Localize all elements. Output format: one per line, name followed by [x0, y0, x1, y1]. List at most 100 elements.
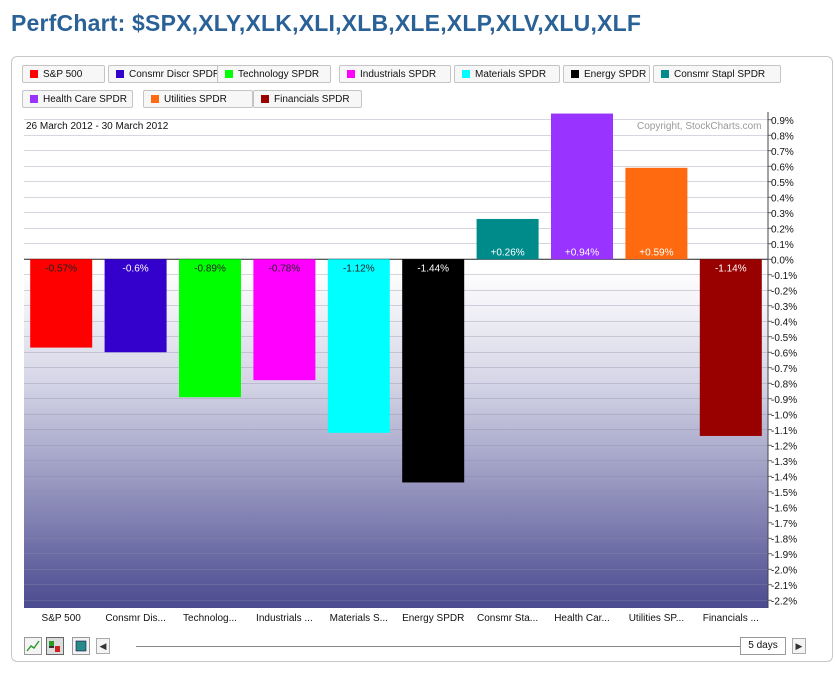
x-tick-label: Industrials ... [256, 613, 313, 624]
y-tick-label: -1.9% [771, 550, 797, 561]
legend-item[interactable]: Materials SPDR [454, 65, 560, 83]
y-tick-label: -1.7% [771, 519, 797, 530]
chart-controls: ◀ 5 days ▶ [24, 637, 814, 657]
histogram-icon[interactable] [72, 637, 90, 655]
legend-item[interactable]: Consmr Stapl SPDR [653, 65, 781, 83]
bar-value-label: -1.14% [715, 263, 747, 274]
x-tick-label: Health Car... [554, 613, 610, 624]
bar [30, 259, 93, 348]
bar [179, 259, 241, 398]
legend-swatch [30, 95, 38, 103]
y-tick-label: -0.3% [771, 302, 797, 313]
y-tick-label: -0.2% [771, 286, 797, 297]
y-tick-label: -1.5% [771, 488, 797, 499]
x-tick-label: Consmr Sta... [477, 613, 538, 624]
scroll-left-button[interactable]: ◀ [96, 638, 110, 654]
bar-value-label: -0.57% [45, 263, 77, 274]
legend-item[interactable]: Health Care SPDR [22, 90, 133, 108]
bar [476, 218, 539, 260]
y-tick-label: -1.2% [771, 441, 797, 452]
legend-item[interactable]: Financials SPDR [253, 90, 362, 108]
legend-swatch [661, 70, 669, 78]
legend-swatch [30, 70, 38, 78]
bar-value-label: -0.89% [194, 263, 226, 274]
bar [253, 259, 316, 381]
y-tick-label: -2.1% [771, 581, 797, 592]
bar [625, 167, 688, 260]
bar-value-label: -0.6% [123, 263, 149, 274]
bar-value-label: +0.59% [639, 247, 673, 258]
legend-label: Materials SPDR [475, 69, 547, 80]
y-tick-label: 0.4% [771, 193, 794, 204]
bar [551, 113, 613, 260]
y-tick-label: 0.7% [771, 147, 794, 158]
legend-swatch [225, 70, 233, 78]
y-tick-label: -0.7% [771, 364, 797, 375]
legend-item[interactable]: Utilities SPDR [143, 90, 253, 108]
y-tick-label: -2.0% [771, 565, 797, 576]
x-tick-label: Utilities SP... [629, 613, 684, 624]
y-tick-label: -0.1% [771, 271, 797, 282]
y-tick-label: 0.1% [771, 240, 794, 251]
y-tick-label: 0.3% [771, 209, 794, 220]
y-tick-label: 0.2% [771, 224, 794, 235]
y-tick-label: 0.9% [771, 116, 794, 127]
bar-chart-icon[interactable] [46, 637, 64, 655]
bar [699, 259, 762, 436]
y-tick-label: -1.3% [771, 457, 797, 468]
date-range: 26 March 2012 - 30 March 2012 [26, 121, 169, 132]
legend-label: Consmr Stapl SPDR [674, 69, 766, 80]
page-title: PerfChart: $SPX,XLY,XLK,XLI,XLB,XLE,XLP,… [11, 10, 642, 36]
legend-item[interactable]: Industrials SPDR [339, 65, 451, 83]
y-tick-label: -1.1% [771, 426, 797, 437]
x-tick-label: Technolog... [183, 613, 237, 624]
x-tick-label: Materials S... [330, 613, 388, 624]
legend-label: Health Care SPDR [43, 94, 127, 105]
x-tick-label: Consmr Dis... [105, 613, 166, 624]
bar [104, 259, 167, 353]
bar-chart: 0.9% 0.8% 0.7% 0.6% 0.5% 0.4% 0.3% 0.2% 0.1% 0.0%… [24, 112, 797, 624]
legend-label: S&P 500 [43, 69, 83, 80]
bar-value-label: -1.12% [343, 263, 375, 274]
y-tick-label: -1.8% [771, 534, 797, 545]
legend-swatch [462, 70, 470, 78]
bar-value-label: -1.44% [417, 263, 449, 274]
legend-item[interactable]: S&P 500 [22, 65, 105, 83]
legend-swatch [571, 70, 579, 78]
copyright-text: Copyright, StockCharts.com [637, 121, 762, 132]
legend-item[interactable]: Consmr Discr SPDR [108, 65, 233, 83]
legend-swatch [347, 70, 355, 78]
y-tick-label: -1.6% [771, 503, 797, 514]
line-chart-icon[interactable] [24, 637, 42, 655]
legend-label: Energy SPDR [584, 69, 647, 80]
y-tick-label: -0.6% [771, 348, 797, 359]
bar [402, 259, 465, 483]
x-tick-label: Energy SPDR [402, 613, 464, 624]
y-tick-label: -2.2% [771, 596, 797, 607]
scroll-track[interactable] [136, 646, 758, 647]
y-tick-label: 0.8% [771, 131, 794, 142]
legend-swatch [151, 95, 159, 103]
scroll-right-button[interactable]: ▶ [792, 638, 806, 654]
legend-swatch [261, 95, 269, 103]
y-tick-label: -1.4% [771, 472, 797, 483]
y-tick-label: -0.8% [771, 379, 797, 390]
period-selector[interactable]: 5 days [740, 637, 786, 655]
x-tick-label: S&P 500 [42, 613, 82, 624]
legend-item[interactable]: Technology SPDR [217, 65, 331, 83]
legend-label: Utilities SPDR [164, 94, 227, 105]
x-tick-label: Financials ... [703, 613, 759, 624]
legend-label: Financials SPDR [274, 94, 350, 105]
chart-area: 0.9% 0.8% 0.7% 0.6% 0.5% 0.4% 0.3% 0.2% 0.1% 0.0%… [24, 112, 797, 624]
y-tick-label: -0.9% [771, 395, 797, 406]
bar-value-label: -0.78% [269, 263, 301, 274]
y-tick-label: -0.4% [771, 317, 797, 328]
bar [327, 259, 390, 433]
legend-label: Industrials SPDR [360, 69, 437, 80]
legend-label: Technology SPDR [238, 69, 320, 80]
y-tick-label: 0.6% [771, 162, 794, 173]
y-tick-label: 0.5% [771, 178, 794, 189]
legend-item[interactable]: Energy SPDR [563, 65, 650, 83]
y-tick-label: -1.0% [771, 410, 797, 421]
y-tick-label: 0.0% [771, 255, 794, 266]
